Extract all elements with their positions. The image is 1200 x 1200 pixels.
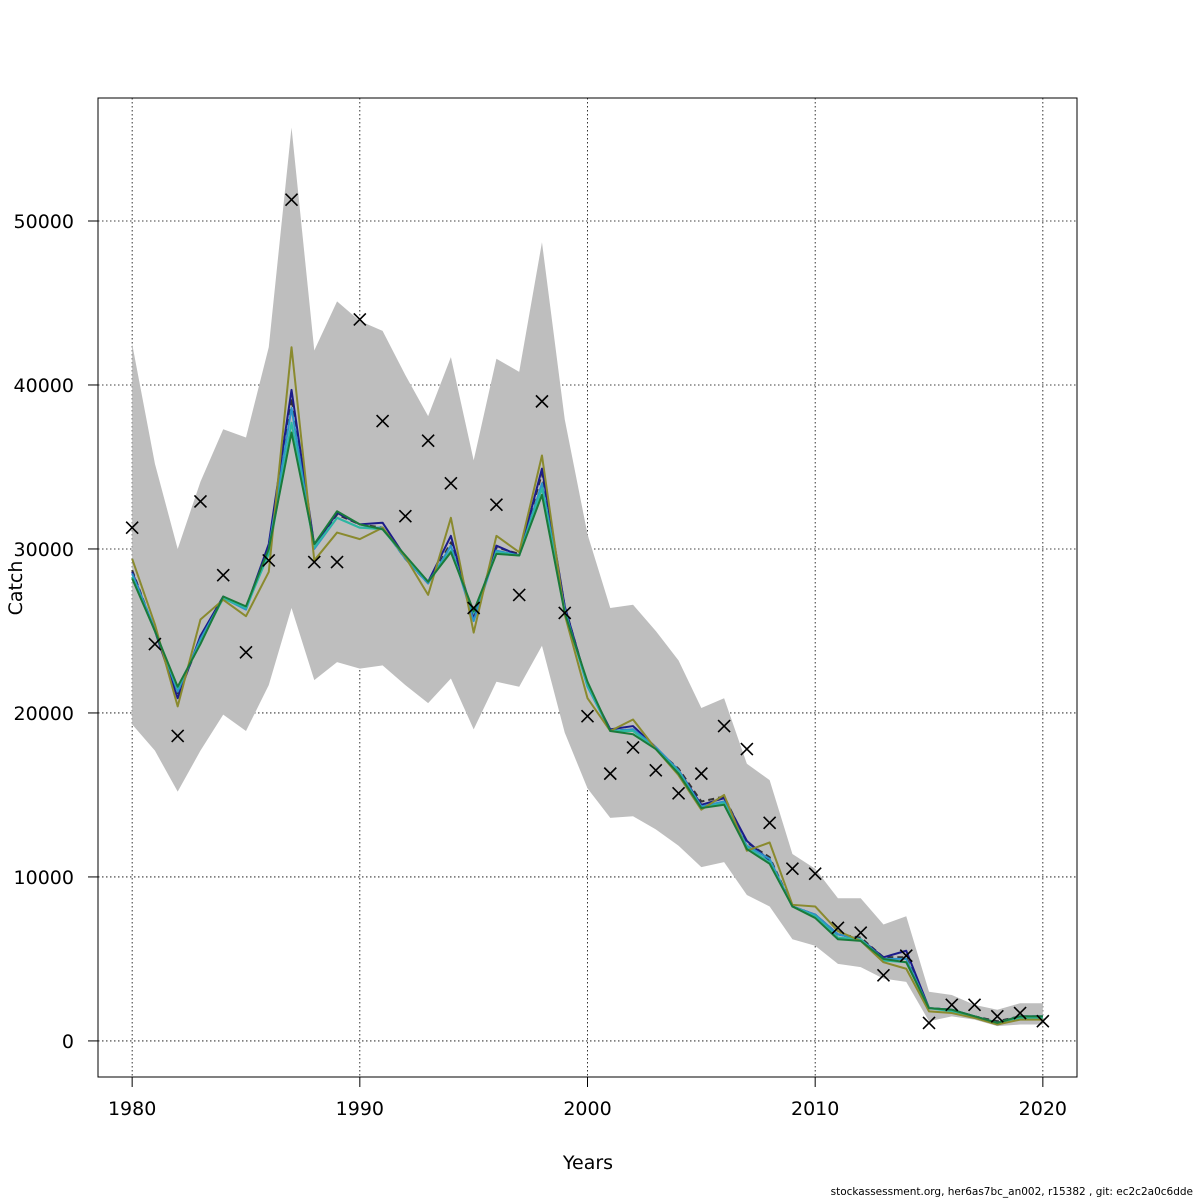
observed-point-1998 [535, 394, 549, 408]
observed-point-2020 [1036, 1014, 1050, 1028]
observed-point-1988 [307, 555, 321, 569]
observed-point-1990 [353, 312, 367, 326]
observed-point-1986 [262, 553, 276, 568]
observed-point-2000 [580, 709, 595, 723]
x-tick-label-2: 2000 [563, 1098, 611, 1120]
observed-point-1992 [398, 509, 412, 523]
observed-point-2002 [626, 740, 640, 754]
observed-point-1984 [216, 568, 230, 582]
observed-points-layer [125, 193, 1050, 1030]
observed-point-2001 [603, 767, 617, 781]
x-tick-label-0: 1980 [108, 1098, 156, 1120]
observed-point-2018 [990, 1009, 1004, 1023]
x-tick-label-3: 2010 [791, 1098, 839, 1120]
observed-point-2011 [831, 921, 845, 935]
x-tick-label-4: 2020 [1019, 1098, 1067, 1120]
observed-point-1997 [512, 588, 526, 602]
observed-point-1982 [171, 729, 185, 743]
observed-point-2005 [694, 767, 708, 781]
observed-point-1999 [558, 606, 572, 620]
observed-point-2016 [945, 998, 959, 1012]
series-layer [131, 346, 1043, 1026]
y-axis: 0 10000 20000 30000 40000 50000 [14, 211, 99, 1053]
observed-point-1991 [376, 414, 390, 428]
observed-point-2010 [808, 867, 822, 881]
y-tick-label-4: 40000 [14, 375, 74, 397]
observed-point-2008 [763, 816, 777, 830]
observed-point-2014 [899, 949, 913, 963]
observed-point-2017 [967, 998, 982, 1012]
footer-credit: stockassessment.org, her6as7bc_an002, r1… [831, 1186, 1193, 1198]
y-tick-label-3: 30000 [14, 539, 74, 561]
series-line-4 [131, 346, 1043, 1026]
observed-point-1989 [330, 555, 344, 569]
observed-point-1987 [284, 193, 299, 207]
observed-point-2013 [876, 968, 891, 982]
y-axis-title: Catch [5, 561, 27, 616]
observed-point-2006 [717, 719, 731, 733]
y-tick-label-5: 50000 [14, 211, 74, 233]
observed-point-2015 [922, 1016, 936, 1030]
observed-point-2003 [649, 763, 663, 777]
observed-point-2019 [1013, 1006, 1027, 1020]
observed-point-2007 [740, 742, 754, 756]
observed-point-1994 [444, 476, 458, 490]
observed-point-1981 [148, 637, 162, 651]
x-axis: 1980 1990 2000 2010 2020 [108, 1076, 1067, 1120]
y-tick-label-0: 0 [62, 1031, 74, 1053]
observed-point-2012 [854, 926, 868, 940]
series-line-5 [131, 431, 1043, 1024]
x-axis-title: Years [562, 1152, 613, 1174]
confidence-band [132, 127, 1043, 1027]
observed-point-1993 [421, 434, 435, 448]
observed-point-1980 [125, 521, 139, 535]
series-line-0 [131, 397, 1043, 1023]
observed-point-1983 [193, 494, 208, 508]
observed-point-1996 [489, 498, 503, 512]
y-tick-label-2: 20000 [14, 703, 74, 725]
observed-point-1995 [467, 601, 481, 615]
observed-point-1985 [239, 645, 253, 659]
observed-point-2009 [785, 862, 799, 876]
y-tick-label-1: 10000 [14, 867, 74, 889]
observed-point-2004 [672, 786, 686, 800]
confidence-band-layer [132, 127, 1043, 1027]
x-tick-label-1: 1990 [336, 1098, 384, 1120]
